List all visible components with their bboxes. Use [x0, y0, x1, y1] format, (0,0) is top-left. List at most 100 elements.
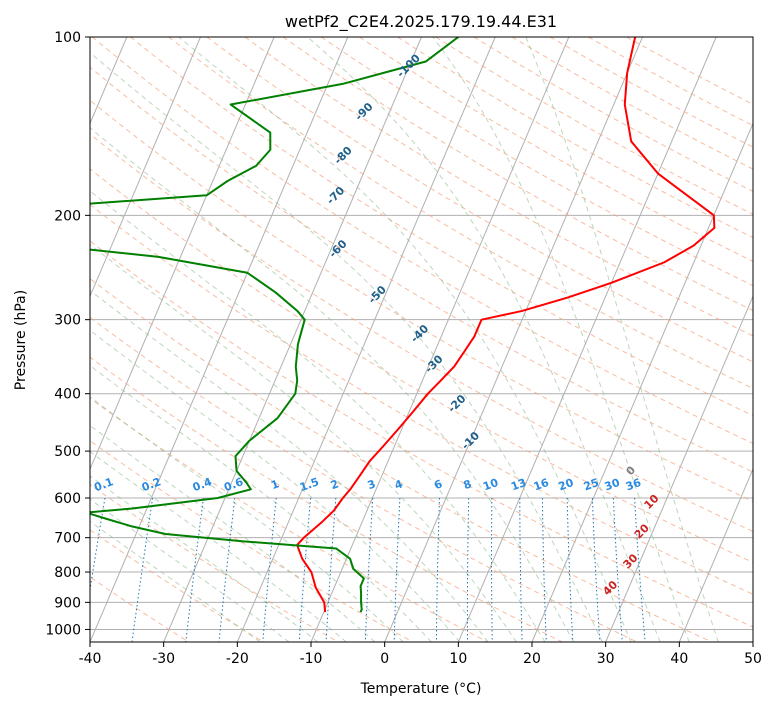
- mixing-ratio-label: 2: [329, 477, 341, 492]
- isotherm-gridline: [90, 37, 275, 471]
- x-tick-label: -30: [152, 651, 175, 667]
- y-tick-label: 500: [54, 444, 81, 460]
- mixing-ratio-line: [325, 497, 337, 642]
- dry-adiabat-line: [244, 37, 753, 337]
- mixing-ratio-label: 0.4: [191, 475, 214, 494]
- mixing-ratio-line: [364, 497, 374, 642]
- isotherm-gridline: [90, 37, 349, 642]
- mixing-ratio-line: [262, 497, 277, 642]
- mixing-ratio-label: 1: [269, 477, 281, 492]
- dry-adiabat-line: [90, 576, 190, 642]
- moist-adiabat-line: [178, 37, 632, 642]
- moist-adiabat-line: [90, 127, 575, 642]
- moist-adiabat-line: [525, 37, 719, 642]
- dry-adiabat-line: [90, 133, 753, 533]
- isotherm-gridline: [236, 37, 496, 642]
- mixing-ratio-line: [298, 497, 312, 642]
- y-tick-label: 300: [54, 313, 81, 329]
- mixing-ratio-line: [566, 497, 574, 642]
- mixing-ratio-label: 36: [624, 476, 643, 494]
- mixing-ratio-label: 0.2: [140, 475, 163, 494]
- x-tick-label: 20: [523, 651, 541, 667]
- isotherm-gridline: [678, 467, 753, 642]
- isotherm-gridline: [384, 37, 643, 642]
- dry-adiabat-line: [90, 440, 414, 642]
- mixing-ratio-line: [491, 498, 493, 642]
- x-tick-label: 40: [670, 651, 688, 667]
- y-tick-label: 200: [54, 208, 81, 224]
- dry-adiabat-line: [320, 37, 753, 287]
- y-tick-label: 700: [54, 531, 81, 547]
- tick-layer: -40 -30 -20 -10 0 10 20 30 40 50 100 200 300 400 500 60…: [45, 30, 762, 667]
- dry-adiabat-line: [90, 356, 563, 642]
- dry-adiabat-line: [90, 203, 753, 595]
- x-tick-label: -40: [79, 651, 102, 667]
- isotherm-gridline: [531, 122, 753, 642]
- dry-adiabat-line: [90, 278, 712, 642]
- moist-adiabat-line: [90, 190, 546, 642]
- mixing-ratio-label: 13: [509, 476, 528, 493]
- dry-adiabat-line: [90, 240, 753, 628]
- isotherm-gridline: [90, 37, 201, 298]
- moist-adiabat-line: [90, 424, 376, 642]
- y-tick-label: 600: [54, 491, 81, 507]
- y-tick-label: 800: [54, 565, 81, 581]
- mixing-ratio-label: 10: [481, 476, 500, 494]
- moist-adiabat-line: [90, 520, 261, 642]
- mixing-ratio-line: [519, 498, 523, 642]
- dry-adiabat-line: [90, 168, 753, 563]
- mixing-ratio-label: 8: [462, 477, 474, 492]
- dry-adiabat-line: [90, 397, 488, 642]
- x-tick-label: 50: [744, 651, 762, 667]
- temperature-profile-line: [296, 37, 716, 613]
- moist-adiabat-line: [90, 289, 489, 642]
- x-axis-label: Temperature (°C): [360, 681, 482, 697]
- x-tick-label: -10: [300, 651, 323, 667]
- mixing-ratio-label: 30: [603, 476, 622, 494]
- y-tick-label: 1000: [45, 622, 81, 638]
- series-layer: [90, 37, 716, 613]
- isotherm-gridline: [163, 37, 422, 642]
- moist-adiabat-line: [90, 475, 319, 642]
- mixing-ratio-line: [541, 498, 547, 642]
- x-tick-label: 10: [449, 651, 467, 667]
- dry-adiabat-line: [90, 66, 753, 473]
- dry-adiabat-line: [90, 99, 753, 502]
- y-tick-label: 400: [54, 387, 81, 403]
- mixing-ratio-line: [393, 497, 401, 642]
- mixing-ratio-label: 1.5: [298, 475, 321, 494]
- isotherm-gridline: [605, 295, 753, 642]
- x-tick-label: 30: [597, 651, 615, 667]
- y-tick-label: 900: [54, 595, 81, 611]
- dry-adiabat-line: [282, 37, 753, 312]
- isotherm-gridline: [310, 37, 570, 642]
- mixing-ratio-line: [435, 497, 441, 642]
- mixing-ratio-label: 25: [582, 476, 601, 493]
- chart-title: wetPf2_C2E4.2025.179.19.44.E31: [285, 12, 557, 32]
- moist-adiabat-line: [307, 37, 661, 642]
- dewpoint-profile-line: [90, 37, 459, 613]
- mixing-ratio-line: [591, 497, 601, 642]
- moist-adiabat-line: [90, 451, 347, 642]
- y-axis-label: Pressure (hPa): [13, 290, 29, 390]
- mixing-ratio-line: [634, 497, 646, 642]
- mixing-ratio-label: 20: [557, 476, 576, 494]
- mixing-ratio-label: 3: [366, 477, 378, 492]
- moist-adiabat-line: [90, 364, 432, 642]
- adiabat-layer: [90, 37, 753, 642]
- mixing-ratio-line: [612, 497, 623, 642]
- moist-adiabat-line: [90, 396, 404, 642]
- y-tick-label: 100: [54, 30, 81, 46]
- isotherm-gridline: [457, 37, 717, 642]
- x-tick-label: -20: [226, 651, 249, 667]
- moist-adiabat-line: [90, 329, 461, 642]
- moist-adiabat-line: [90, 243, 517, 642]
- mixing-ratio-label: 0.6: [222, 475, 245, 494]
- x-tick-label: 0: [380, 651, 389, 667]
- mixing-ratio-label: 0.1: [92, 475, 115, 494]
- dry-adiabat-line: [90, 529, 264, 642]
- mixing-ratio-label: 4: [393, 477, 405, 492]
- mixing-ratio-label: 16: [532, 476, 551, 494]
- plot-frame: [89, 36, 754, 643]
